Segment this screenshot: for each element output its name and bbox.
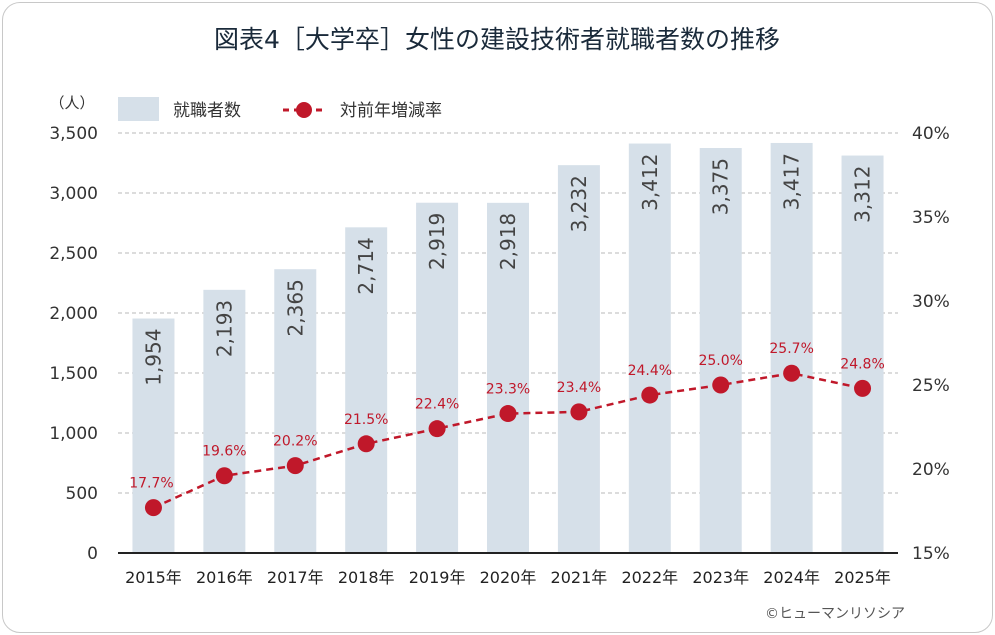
growth-rate-marker [428,420,446,438]
y-left-tick-label: 3,500 [49,124,98,144]
bar [628,143,671,553]
growth-rate-label: 22.4% [415,397,459,413]
growth-rate-label: 23.3% [486,382,530,398]
growth-rate-label: 20.2% [273,434,317,450]
y-left-tick-label: 2,000 [49,304,98,324]
bar-value-label: 2,193 [212,300,236,357]
growth-rate-label: 25.0% [698,353,742,369]
x-tick-label: 2015年 [125,568,182,587]
growth-rate-label: 24.8% [840,356,884,372]
y-left-tick-label: 3,000 [49,184,98,204]
y-right-tick-label: 35% [912,208,950,228]
bar [203,289,246,553]
growth-rate-marker [144,499,162,517]
x-tick-label: 2024年 [763,568,820,587]
x-tick-label: 2023年 [692,568,749,587]
legend-label-line: 対前年増減率 [340,101,442,121]
x-tick-label: 2020年 [480,568,537,587]
legend-label-bar: 就職者数 [173,101,241,121]
bar-value-label: 3,375 [709,158,733,215]
bar [699,148,742,553]
bar-value-label: 2,919 [425,213,449,270]
growth-rate-marker [783,364,801,382]
growth-rate-marker [286,457,304,475]
bar [487,202,529,553]
growth-rate-label: 19.6% [202,444,246,460]
legend-marker [296,102,312,118]
x-tick-label: 2021年 [551,568,608,587]
x-tick-label: 2022年 [621,568,678,587]
bar [345,227,388,553]
growth-rate-label: 17.7% [129,476,173,492]
y-left-unit-label: （人） [49,94,94,112]
x-tick-label: 2016年 [196,568,253,587]
y-left-tick-label: 500 [66,484,98,504]
y-left-tick-label: 1,500 [49,364,98,384]
bar-value-label: 3,232 [567,175,591,232]
bar-value-label: 1,954 [141,329,165,386]
growth-rate-marker [215,467,233,485]
y-right-tick-label: 40% [912,124,950,144]
growth-rate-marker [712,376,730,394]
growth-rate-label: 24.4% [628,363,672,379]
growth-rate-line [152,371,863,509]
y-right-tick-label: 15% [912,544,950,564]
bar [274,269,317,553]
y-left-tick-label: 1,000 [49,424,98,444]
growth-rate-label: 21.5% [344,412,388,428]
growth-rate-marker [641,386,659,404]
bar-value-label: 3,417 [780,153,804,210]
bar-value-label: 2,365 [283,279,307,336]
growth-rate-marker [499,405,517,423]
bar-value-label: 2,918 [496,213,520,270]
y-right-tick-label: 20% [912,460,950,480]
bar-value-label: 2,714 [354,237,378,294]
growth-rate-marker [357,435,375,453]
growth-rate-label: 25.7% [769,341,813,357]
x-tick-label: 2025年 [834,568,891,587]
chart-title: 図表4［大学卒］女性の建設技術者就職者数の推移 [214,25,780,54]
x-tick-label: 2018年 [338,568,395,587]
bar [841,155,884,553]
x-tick-label: 2017年 [267,568,324,587]
legend-bar-swatch [118,97,159,121]
bar [557,165,600,553]
y-left-tick-label: 0 [87,544,98,564]
growth-rate-label: 23.4% [557,380,601,396]
bar-value-label: 3,312 [851,166,875,223]
legend: 就職者数 対前年増減率 [118,97,442,121]
y-left-tick-label: 2,500 [49,244,98,264]
y-right-tick-label: 30% [912,292,950,312]
y-right-tick-label: 25% [912,376,950,396]
growth-rate-marker [854,379,872,397]
bar [770,142,813,553]
credit: ©ヒューマンリソシア [765,606,905,622]
bar-value-label: 3,412 [638,154,662,211]
x-tick-label: 2019年 [409,568,466,587]
growth-rate-marker [570,403,588,421]
bar [416,202,459,553]
